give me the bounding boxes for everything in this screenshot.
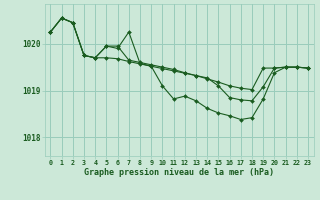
X-axis label: Graphe pression niveau de la mer (hPa): Graphe pression niveau de la mer (hPa) bbox=[84, 168, 274, 177]
